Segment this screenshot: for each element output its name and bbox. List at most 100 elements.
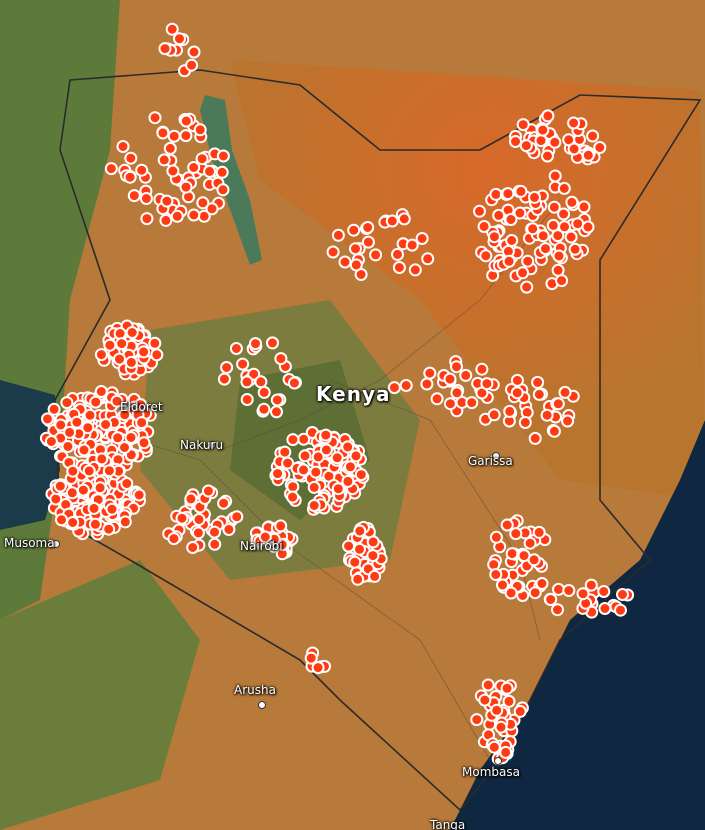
map-marker[interactable] xyxy=(405,238,419,252)
map-marker[interactable] xyxy=(124,355,138,369)
map-marker[interactable] xyxy=(513,206,527,220)
map-marker[interactable] xyxy=(165,22,179,36)
map-marker[interactable] xyxy=(185,58,199,72)
map-marker[interactable] xyxy=(102,464,116,478)
map-marker[interactable] xyxy=(480,377,494,391)
map-marker[interactable] xyxy=(53,479,67,493)
map-marker[interactable] xyxy=(534,134,548,148)
map-marker[interactable] xyxy=(287,376,301,390)
map-marker[interactable] xyxy=(489,187,503,201)
map-marker[interactable] xyxy=(503,404,517,418)
map-marker[interactable] xyxy=(567,142,581,156)
map-marker[interactable] xyxy=(510,386,524,400)
map-marker[interactable] xyxy=(93,481,107,495)
map-marker[interactable] xyxy=(215,165,229,179)
map-marker[interactable] xyxy=(532,387,546,401)
map-marker[interactable] xyxy=(186,541,200,554)
map-marker[interactable] xyxy=(201,484,215,498)
map-marker[interactable] xyxy=(547,424,561,438)
map-marker[interactable] xyxy=(217,496,231,510)
map-marker[interactable] xyxy=(535,577,549,590)
map-marker[interactable] xyxy=(148,336,162,350)
map-marker[interactable] xyxy=(158,42,172,56)
map-marker[interactable] xyxy=(216,183,230,197)
map-marker[interactable] xyxy=(564,230,578,244)
map-marker[interactable] xyxy=(487,408,501,422)
map-marker[interactable] xyxy=(518,416,532,429)
map-marker[interactable] xyxy=(519,139,533,153)
map-marker[interactable] xyxy=(192,513,206,526)
map-marker[interactable] xyxy=(561,414,575,428)
map-marker[interactable] xyxy=(65,486,79,500)
map-marker[interactable] xyxy=(167,129,181,143)
map-marker[interactable] xyxy=(349,449,363,463)
map-marker[interactable] xyxy=(470,713,484,727)
map-marker[interactable] xyxy=(351,572,365,586)
map-marker[interactable] xyxy=(397,212,411,226)
map-marker[interactable] xyxy=(338,255,352,269)
map-marker[interactable] xyxy=(54,418,68,432)
map-marker[interactable] xyxy=(551,397,565,411)
map-marker[interactable] xyxy=(105,502,119,516)
map-marker[interactable] xyxy=(270,405,283,419)
map-marker[interactable] xyxy=(415,232,429,245)
map-marker[interactable] xyxy=(139,192,153,205)
map-marker[interactable] xyxy=(489,568,503,581)
map-marker[interactable] xyxy=(347,223,361,237)
map-marker[interactable] xyxy=(581,148,595,162)
map-marker[interactable] xyxy=(387,381,401,395)
map-marker[interactable] xyxy=(517,549,531,563)
map-marker[interactable] xyxy=(118,515,132,529)
map-marker[interactable] xyxy=(481,678,495,692)
map-marker[interactable] xyxy=(66,464,80,478)
map-marker[interactable] xyxy=(83,408,97,422)
map-marker[interactable] xyxy=(342,539,356,553)
map-marker[interactable] xyxy=(343,460,357,474)
map-marker[interactable] xyxy=(348,555,362,569)
map-marker[interactable] xyxy=(385,214,399,228)
map-marker[interactable] xyxy=(392,261,406,274)
map-marker[interactable] xyxy=(297,463,310,477)
map-marker[interactable] xyxy=(236,357,250,371)
map-marker[interactable] xyxy=(536,123,550,137)
map-marker[interactable] xyxy=(94,348,108,362)
map-marker[interactable] xyxy=(487,230,501,244)
map-marker[interactable] xyxy=(217,372,231,386)
map-marker[interactable] xyxy=(490,703,504,717)
map-marker[interactable] xyxy=(369,248,383,262)
map-marker[interactable] xyxy=(516,266,530,280)
map-marker[interactable] xyxy=(541,109,555,123)
map-marker[interactable] xyxy=(257,402,271,416)
map-marker[interactable] xyxy=(399,379,413,392)
map-marker[interactable] xyxy=(558,220,571,234)
map-marker[interactable] xyxy=(430,392,444,406)
map-marker[interactable] xyxy=(195,152,209,166)
map-marker[interactable] xyxy=(366,535,380,549)
map-marker[interactable] xyxy=(557,207,571,221)
map-marker[interactable] xyxy=(496,578,509,592)
map-marker[interactable] xyxy=(309,465,323,479)
map-marker[interactable] xyxy=(266,336,279,350)
map-marker[interactable] xyxy=(492,208,506,222)
map-marker[interactable] xyxy=(531,375,545,389)
map-marker[interactable] xyxy=(584,578,598,592)
map-marker[interactable] xyxy=(577,200,591,214)
map-marker[interactable] xyxy=(132,488,146,502)
map-marker[interactable] xyxy=(349,242,362,256)
map-marker[interactable] xyxy=(70,415,84,429)
map-marker[interactable] xyxy=(521,254,535,268)
map-marker[interactable] xyxy=(565,195,579,209)
map-marker[interactable] xyxy=(118,441,131,454)
map-marker[interactable] xyxy=(156,126,170,140)
map-marker[interactable] xyxy=(77,443,91,457)
map-marker[interactable] xyxy=(102,522,116,536)
map-marker[interactable] xyxy=(116,140,130,153)
map-marker[interactable] xyxy=(477,220,491,233)
map-marker[interactable] xyxy=(66,516,80,529)
map-marker[interactable] xyxy=(353,542,366,556)
map-marker[interactable] xyxy=(408,263,422,277)
map-marker[interactable] xyxy=(63,425,77,439)
map-marker[interactable] xyxy=(118,408,132,422)
map-marker[interactable] xyxy=(509,527,523,541)
map-marker[interactable] xyxy=(95,452,109,466)
